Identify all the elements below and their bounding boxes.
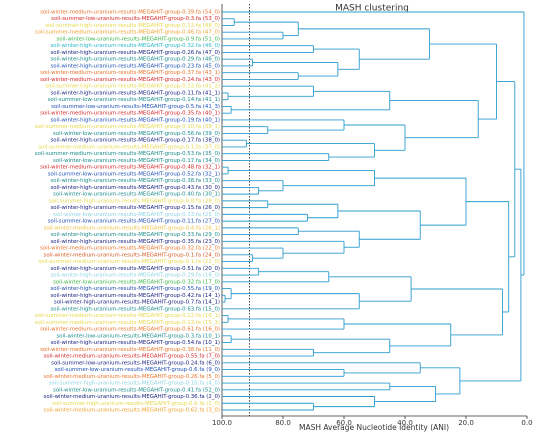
chart-title: MASH clustering [335,4,409,14]
leaf-label: soil-winter-medium-uranium-results-MEGAH… [40,246,220,252]
leaf-label: soil-summer-medium-uranium-results-MEGAH… [35,151,220,157]
leaf-label: soil-winter-medium-uranium-results-MEGAH… [40,77,220,83]
x-tick-label: 20.0 [458,419,474,427]
x-tick-label: 100.0 [212,419,232,427]
leaf-label: soil-winter-low-uranium-results-MEGAHIT-… [56,36,220,42]
leaf-label: soil-winter-high-uranium-results-MEGAHIT… [50,232,220,238]
leaf-label: soil-winter-high-uranium-results-MEGAHIT… [50,286,220,292]
leaf-label: soil-winter-high-uranium-results-MEGAHIT… [50,340,220,346]
leaf-label: soil-summer-high-uranium-results-MEGAHIT… [49,198,220,204]
leaf-label: soil-winter-medium-uranium-results-MEGAH… [40,347,220,353]
leaf-label: soil-summer-medium-uranium-results-MEGAH… [38,144,220,150]
leaf-label: soil-winter-high-uranium-results-MEGAHIT… [50,205,220,211]
leaf-label: soil-winter-medium-uranium-results-MEGAH… [44,408,220,414]
leaf-label: soil-winter-low-uranium-results-MEGAHIT-… [53,192,220,198]
leaf-label: soil-summer-high-uranium-results-MEGAHIT… [52,401,220,407]
x-tick-label: 40.0 [397,419,413,427]
leaf-label: soil-summer-low-uranium-results-MEGAHIT-… [51,16,220,22]
leaf-label: soil-summer-low-uranium-results-MEGAHIT-… [48,97,220,103]
x-tick-label: 80.0 [275,419,291,427]
leaf-label: soil-winter-medium-uranium-results-MEGAH… [44,374,220,380]
leaf-label: soil-winter-high-uranium-results-MEGAHIT… [50,90,220,96]
leaf-label: soil-summer-high-uranium-results-MEGAHIT… [49,381,220,387]
leaf-label: soil-winter-high-uranium-results-MEGAHIT… [54,300,220,306]
leaf-label: soil-winter-high-uranium-results-MEGAHIT… [50,57,220,63]
leaf-label: soil-summer-medium-uranium-results-MEGAH… [35,320,220,326]
leaf-label: soil-winter-medium-uranium-results-MEGAH… [40,111,220,117]
leaf-label: soil-winter-high-uranium-results-MEGAHIT… [50,178,220,184]
leaf-label: soil-winter-high-uranium-results-MEGAHIT… [50,273,220,279]
leaf-label: soil-winter-medium-uranium-results-MEGAH… [44,225,220,231]
leaf-label: soil-winter-low-uranium-results-MEGAHIT-… [53,158,220,164]
leaf-label: soil-winter-high-uranium-results-MEGAHIT… [50,239,220,245]
leaf-label: soil-winter-high-uranium-results-MEGAHIT… [50,117,220,123]
leaf-label: soil-summer-low-uranium-results-MEGAHIT-… [48,219,220,225]
leaf-label: soil-winter-medium-uranium-results-MEGAH… [40,70,220,76]
leaf-label: soil-winter-low-uranium-results-MEGAHIT-… [53,387,220,393]
leaf-label: soil-winter-medium-uranium-results-MEGAH… [40,165,220,171]
leaf-label: soil-winter-medium-uranium-results-MEGAH… [40,327,220,333]
leaf-label: soil-winter-medium-uranium-results-MEGAH… [44,252,220,258]
leaf-label: soil-winter-high-uranium-results-MEGAHIT… [50,185,220,191]
x-tick-label: 0.0 [521,419,532,427]
leaf-label: soil-winter-medium-uranium-results-MEGAH… [40,10,220,16]
leaf-label: soil-winter-high-uranium-results-MEGAHIT… [50,306,220,312]
leaf-label: soil-summer-medium-uranium-results-MEGAH… [35,313,220,319]
leaf-label: soil-winter-low-uranium-results-MEGAHIT-… [53,131,220,137]
leaf-label: soil-summer-low-uranium-results-MEGAHIT-… [55,367,220,373]
leaf-label: soil-summer-high-uranium-results-MEGAHIT… [45,84,220,90]
leaf-label: soil-summer-low-uranium-results-MEGAHIT-… [48,171,220,177]
leaf-label: soil-summer-medium-uranium-results-MEGAH… [35,124,220,130]
leaf-label: soil-winter-high-uranium-results-MEGAHIT… [50,50,220,56]
leaf-label: soil-summer-high-uranium-results-MEGAHIT… [45,23,220,29]
leaf-label: soil-winter-medium-uranium-results-MEGAH… [44,394,220,400]
leaf-label: soil-summer-medium-uranium-results-MEGAH… [35,30,220,36]
leaf-label: soil-winter-low-uranium-results-MEGAHIT-… [56,333,220,339]
leaf-label: soil-winter-high-uranium-results-MEGAHIT… [50,266,220,272]
leaf-label: soil-summer-low-uranium-results-MEGAHIT-… [51,360,220,366]
leaf-label: soil-winter-high-uranium-results-MEGAHIT… [50,63,220,69]
leaf-label: soil-winter-high-uranium-results-MEGAHIT… [50,138,220,144]
leaf-label: soil-winter-high-uranium-results-MEGAHIT… [50,43,220,49]
leaf-label: soil-winter-low-uranium-results-MEGAHIT-… [53,212,220,218]
leaf-label: soil-winter-high-uranium-results-MEGAHIT… [50,293,220,299]
leaf-label: soil-summer-medium-uranium-results-MEGAH… [38,259,220,265]
leaf-label: soil-winter-low-uranium-results-MEGAHIT-… [53,279,220,285]
leaf-label: soil-winter-medium-uranium-results-MEGAH… [44,354,220,360]
x-axis-label: MASH Average Nucleotide Identity (ANI) [299,423,449,432]
x-tick-label: 60.0 [336,419,352,427]
leaf-label: soil-summer-low-uranium-results-MEGAHIT-… [51,104,220,110]
